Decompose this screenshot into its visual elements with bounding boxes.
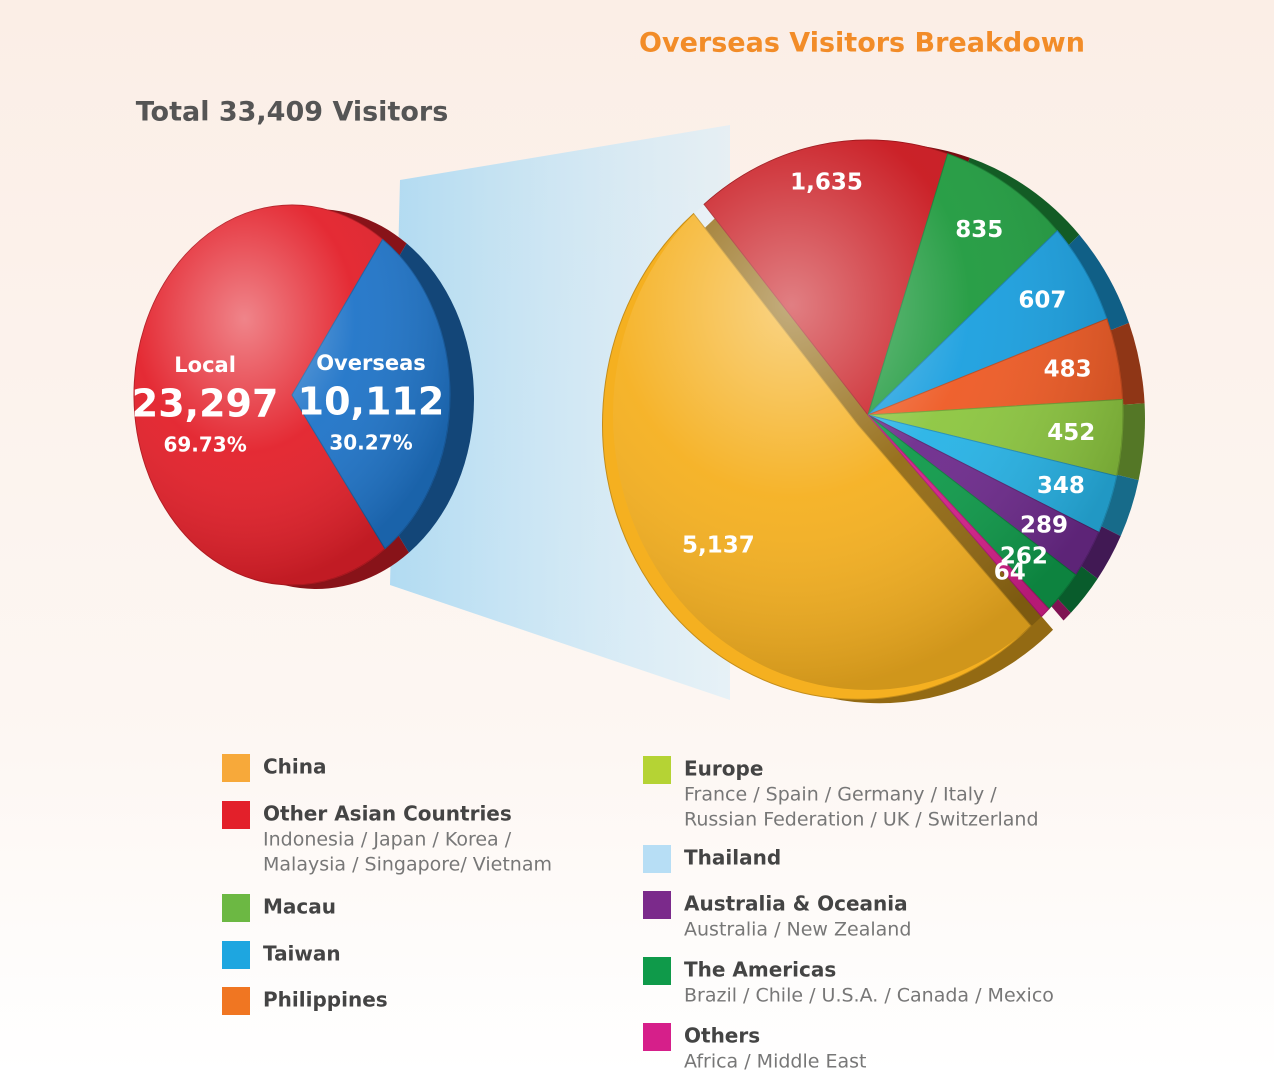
slice-value: 348 bbox=[1037, 473, 1085, 499]
slice-category: Local bbox=[174, 353, 236, 377]
slice-percentage: 69.73% bbox=[163, 432, 246, 456]
slice-percentage: 30.27% bbox=[329, 431, 412, 455]
legend-label: Australia & Oceania bbox=[684, 892, 908, 916]
legend-label: Philippines bbox=[263, 988, 388, 1012]
legend-label: The Americas bbox=[684, 958, 836, 982]
chart-title: Overseas Visitors Breakdown bbox=[639, 28, 1085, 59]
legend-description: Russian Federation / UK / Switzerland bbox=[684, 809, 1039, 831]
legend-swatch bbox=[643, 891, 671, 919]
slice-value: 483 bbox=[1044, 356, 1092, 382]
legend-label: Other Asian Countries bbox=[263, 802, 512, 826]
legend-swatch bbox=[643, 1023, 671, 1051]
slice-value: 262 bbox=[1000, 543, 1048, 569]
legend-swatch bbox=[222, 987, 250, 1015]
legend-description: Malaysia / Singapore/ Vietnam bbox=[263, 854, 552, 876]
slice-value: 64 bbox=[994, 560, 1026, 586]
legend-swatch bbox=[643, 756, 671, 784]
slice-category: Overseas bbox=[316, 351, 426, 375]
legend-swatch bbox=[643, 957, 671, 985]
legend: China Other Asian Countries Indonesia / Ja… bbox=[222, 754, 1054, 1073]
legend-label: Thailand bbox=[684, 846, 781, 870]
legend-swatch bbox=[222, 941, 250, 969]
slice-value: 607 bbox=[1018, 287, 1066, 313]
legend-label: China bbox=[263, 755, 327, 779]
slice-value: 23,297 bbox=[132, 381, 279, 425]
legend-label: Macau bbox=[263, 895, 336, 919]
legend-swatch bbox=[222, 801, 250, 829]
slice-value: 835 bbox=[955, 217, 1003, 243]
slice-value: 452 bbox=[1047, 420, 1095, 446]
legend-swatch bbox=[222, 754, 250, 782]
legend-label: Others bbox=[684, 1024, 760, 1048]
legend-swatch bbox=[222, 894, 250, 922]
slice-value: 1,635 bbox=[790, 169, 863, 195]
legend-description: Australia / New Zealand bbox=[684, 919, 911, 941]
legend-description: Brazil / Chile / U.S.A. / Canada / Mexic… bbox=[684, 985, 1054, 1007]
legend-swatch bbox=[643, 845, 671, 873]
chart-title: Total 33,409 Visitors bbox=[136, 97, 449, 128]
legend-description: France / Spain / Germany / Italy / bbox=[684, 784, 997, 806]
slice-value: 289 bbox=[1020, 513, 1068, 539]
legend-description: Africa / Middle East bbox=[684, 1051, 866, 1073]
slice-value: 5,137 bbox=[682, 533, 755, 559]
legend-description: Indonesia / Japan / Korea / bbox=[263, 829, 512, 851]
slice-value: 10,112 bbox=[298, 380, 445, 424]
legend-label: Europe bbox=[684, 757, 763, 781]
legend-label: Taiwan bbox=[263, 942, 341, 966]
